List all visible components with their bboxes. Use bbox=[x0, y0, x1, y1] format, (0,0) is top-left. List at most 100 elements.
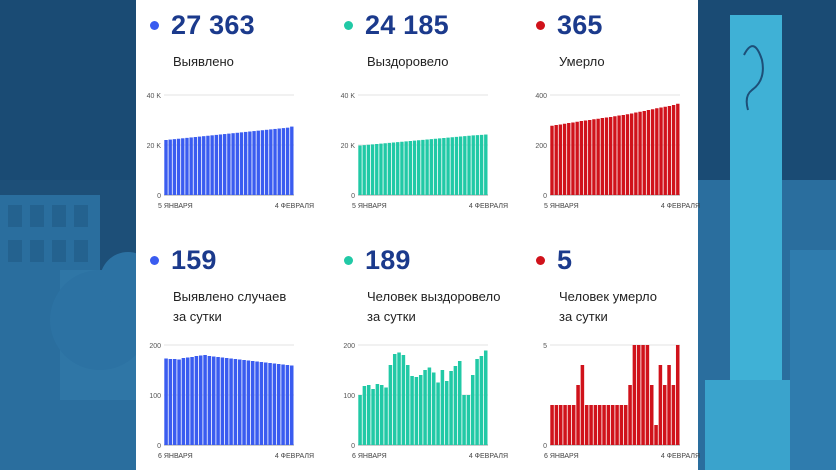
bar bbox=[613, 116, 617, 195]
chart-died: 0 200 400 5 ЯНВАРЯ 4 ФЕВРАЛЯ bbox=[535, 93, 700, 210]
red-dot-icon bbox=[536, 256, 545, 265]
bar bbox=[442, 138, 446, 195]
bar bbox=[229, 358, 233, 445]
bar bbox=[185, 137, 189, 195]
bar bbox=[579, 121, 584, 195]
bar bbox=[592, 119, 596, 195]
stat-value: 365 bbox=[557, 10, 603, 40]
stat-label: Человек выздоровело за сутки bbox=[367, 287, 500, 327]
bar bbox=[583, 120, 588, 195]
y-tick-label: 5 bbox=[543, 343, 547, 350]
bar bbox=[671, 385, 676, 445]
bar bbox=[431, 372, 436, 445]
bar bbox=[358, 145, 362, 195]
bar bbox=[243, 131, 248, 195]
bar bbox=[629, 113, 634, 195]
y-tick-label: 0 bbox=[543, 443, 547, 450]
bar bbox=[663, 106, 667, 195]
bar bbox=[433, 138, 438, 195]
bar bbox=[436, 382, 440, 445]
bar bbox=[421, 139, 425, 195]
bar bbox=[634, 112, 638, 195]
x-tick-label: 4 ФЕВРАЛЯ bbox=[661, 203, 700, 210]
bar bbox=[471, 135, 475, 195]
stat-header: 5 bbox=[536, 245, 572, 276]
x-tick-label: 4 ФЕВРАЛЯ bbox=[661, 453, 700, 460]
x-tick-label: 6 ЯНВАРЯ bbox=[544, 453, 579, 460]
panel-died: 365 Умерло 0 200 400 5 ЯНВАРЯ 4 ФЕВРАЛЯ bbox=[530, 0, 715, 235]
bar bbox=[597, 405, 602, 445]
bar bbox=[425, 139, 429, 195]
bar bbox=[642, 111, 646, 195]
bar bbox=[269, 129, 273, 195]
bar bbox=[650, 109, 655, 195]
bar bbox=[246, 360, 251, 445]
bar bbox=[239, 132, 244, 195]
teal-dot-icon bbox=[344, 256, 353, 265]
stat-header: 159 bbox=[150, 245, 217, 276]
bar bbox=[671, 105, 676, 195]
panel-detected: 27 363 Выявлено 0 20 K 40 K 5 ЯНВАРЯ 4 ФЕВРА… bbox=[144, 0, 329, 235]
red-dot-icon bbox=[536, 21, 545, 30]
bar bbox=[358, 395, 362, 445]
bar bbox=[255, 361, 259, 445]
bar bbox=[636, 345, 641, 445]
bar bbox=[256, 130, 260, 195]
bar bbox=[206, 135, 210, 195]
stat-value: 24 185 bbox=[365, 10, 449, 40]
bar bbox=[654, 425, 658, 445]
bar bbox=[619, 405, 624, 445]
bar bbox=[164, 140, 168, 195]
bar bbox=[414, 377, 419, 445]
bar bbox=[264, 129, 269, 195]
teal-dot-icon bbox=[344, 21, 353, 30]
bar bbox=[211, 356, 216, 445]
y-tick-label: 100 bbox=[149, 393, 161, 400]
bar bbox=[231, 133, 235, 195]
stats-card: 27 363 Выявлено 0 20 K 40 K 5 ЯНВАРЯ 4 ФЕВРА… bbox=[136, 0, 700, 470]
bar bbox=[602, 405, 606, 445]
bar bbox=[550, 405, 554, 445]
bar bbox=[554, 125, 558, 195]
bar bbox=[224, 358, 229, 445]
x-tick-label: 5 ЯНВАРЯ bbox=[544, 203, 579, 210]
bar bbox=[172, 139, 177, 195]
bar bbox=[655, 108, 659, 195]
bar bbox=[218, 134, 223, 195]
x-tick-label: 6 ЯНВАРЯ bbox=[158, 453, 193, 460]
bar bbox=[185, 357, 190, 445]
bar bbox=[449, 371, 453, 445]
bar bbox=[638, 111, 642, 195]
bar bbox=[429, 139, 433, 195]
stat-label-line1: Выявлено bbox=[173, 54, 234, 69]
bar bbox=[444, 381, 449, 445]
bar bbox=[362, 145, 366, 195]
bar bbox=[604, 117, 609, 195]
bar bbox=[371, 389, 375, 445]
stat-label-line1: Умерло bbox=[559, 54, 605, 69]
bar bbox=[392, 354, 397, 445]
y-tick-label: 20 K bbox=[341, 143, 356, 150]
y-tick-label: 0 bbox=[543, 193, 547, 200]
panel-recovered-daily: 189 Человек выздоровело за сутки 0 100 200… bbox=[338, 235, 523, 470]
stat-label-line1: Выздоровело bbox=[367, 54, 449, 69]
stat-value: 189 bbox=[365, 245, 411, 275]
bar bbox=[575, 121, 579, 195]
bar bbox=[400, 141, 404, 195]
bar bbox=[467, 135, 471, 195]
stat-label: Человек умерло за сутки bbox=[559, 287, 657, 327]
blue-dot-icon bbox=[150, 21, 159, 30]
bar bbox=[176, 138, 181, 195]
bar bbox=[277, 128, 281, 195]
bar bbox=[454, 136, 459, 195]
stat-header: 27 363 bbox=[150, 10, 255, 41]
bar bbox=[589, 405, 593, 445]
bar bbox=[554, 405, 559, 445]
bar bbox=[181, 138, 185, 195]
y-tick-label: 0 bbox=[351, 193, 355, 200]
stat-value: 27 363 bbox=[171, 10, 255, 40]
stat-label-line1: Выявлено случаев bbox=[173, 289, 287, 304]
bar bbox=[375, 384, 380, 445]
bar bbox=[427, 367, 432, 445]
bar bbox=[645, 345, 650, 445]
